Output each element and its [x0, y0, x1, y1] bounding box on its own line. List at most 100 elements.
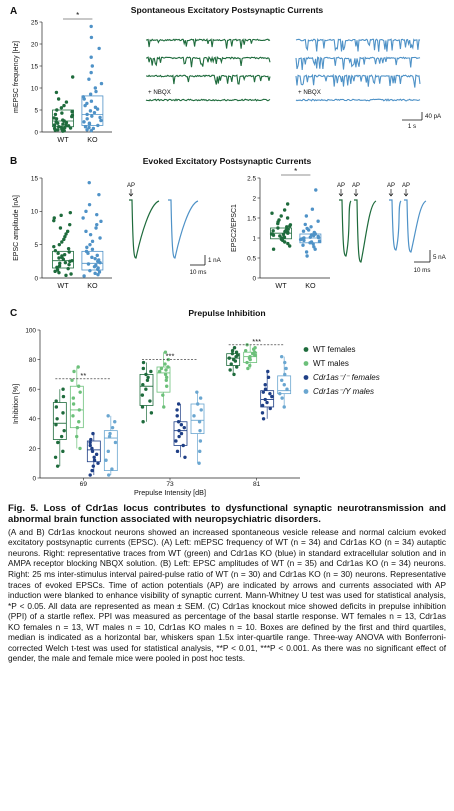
c-point — [230, 349, 235, 353]
c-point — [231, 357, 236, 362]
c-point — [183, 455, 187, 459]
b-ppr-plot-ytick-label: 0 — [252, 275, 256, 282]
b-ppr-plot-point — [310, 207, 315, 211]
c-point — [260, 403, 265, 408]
c-point — [248, 363, 252, 368]
c-point — [149, 369, 153, 374]
c-point — [145, 378, 150, 383]
c-point — [246, 366, 250, 371]
b-ppr-scale-label-time: 10 ms — [414, 267, 431, 274]
a-scale-label-current: 40 pA — [425, 113, 442, 120]
a-dotplot-ytick-label: 10 — [31, 85, 39, 92]
b-ap1-wt-arrow — [338, 189, 344, 197]
b-ppr-plot-point — [312, 245, 316, 249]
c-point — [181, 443, 185, 448]
a-dotplot-point — [89, 99, 94, 103]
c-point — [76, 365, 80, 369]
c-point — [176, 402, 181, 406]
b-amplitude-plot-point — [52, 216, 56, 220]
a-dotplot-point — [91, 126, 96, 131]
c-point — [283, 372, 287, 377]
b-scale-label-time: 10 ms — [190, 269, 207, 276]
c-point — [243, 349, 248, 353]
c-point — [61, 411, 65, 415]
b-ppr-plot-ylabel: EPSC2/EPSC1 — [231, 204, 238, 252]
a-dotplot-point — [59, 125, 63, 129]
c-point — [54, 399, 58, 403]
c-legend-label: Cdr1as⁻/⁻ females — [313, 373, 380, 382]
a-dotplot-ytick-label: 5 — [34, 107, 38, 114]
a-dotplot-xtick-label: WT — [57, 135, 69, 144]
b-amplitude-plot-point — [99, 219, 103, 224]
c-point — [141, 383, 145, 387]
c-point — [163, 362, 167, 366]
c-legend-marker — [303, 361, 309, 366]
c-point — [91, 464, 96, 468]
b-amplitude-plot-point — [63, 234, 67, 239]
c-point — [283, 360, 287, 365]
b-ppr-plot-point — [278, 234, 282, 238]
a-dotplot-point — [70, 75, 75, 79]
c-point — [54, 405, 59, 409]
c-point — [176, 420, 181, 424]
b-amplitude-plot-point — [96, 272, 100, 277]
c-point — [71, 402, 76, 406]
c-sig-label: ** — [80, 371, 86, 380]
c-point — [268, 406, 272, 411]
a-dotplot-point — [89, 128, 94, 133]
a-dotplot-point — [96, 123, 100, 128]
c-sig-label: *** — [166, 352, 175, 361]
a-dotplot-point — [52, 126, 57, 131]
c-point — [146, 375, 150, 380]
a-dotplot-ylabel: mEPSC frequency [Hz] — [13, 41, 20, 113]
c-point — [232, 372, 236, 377]
b-ppr-plot-ytick-label: 2 — [252, 195, 256, 202]
a-dotplot-point — [87, 77, 91, 81]
c-point — [198, 449, 202, 454]
c-point — [78, 446, 82, 451]
b-ppr-plot-point — [304, 214, 309, 218]
b-wt-ppr-epsc2 — [354, 199, 377, 263]
c-point — [157, 369, 162, 374]
a-dotplot-ytick-label: 15 — [31, 63, 39, 70]
b-amplitude-plot-ytick-label: 10 — [31, 209, 39, 216]
b-amplitude-plot-box-KO — [81, 250, 104, 271]
b-amplitude-plot-point — [55, 268, 60, 272]
b-amplitude-plot-point — [84, 209, 88, 214]
c-point — [161, 393, 165, 397]
a-ko-trace — [295, 56, 421, 70]
panel-letter-B: B — [10, 156, 17, 167]
c-ytick-label: 80 — [29, 357, 37, 364]
a-dotplot-point — [89, 55, 93, 59]
c-point — [61, 449, 65, 454]
a-dotplot-point — [87, 121, 92, 125]
b-amplitude-plot-point — [57, 270, 61, 275]
b-ppr-plot-point — [282, 208, 287, 212]
c-point — [252, 350, 257, 354]
b-ppr-plot-point — [312, 230, 317, 235]
b-ppr-plot-ytick-label: 0.5 — [247, 255, 256, 262]
c-point — [175, 449, 180, 454]
b-amplitude-plot-point — [88, 242, 92, 247]
a-dotplot-point — [99, 81, 104, 86]
b-scale-label-current: 1 nA — [208, 257, 222, 264]
c-point — [77, 408, 82, 412]
c-point — [92, 458, 97, 462]
c-point — [149, 411, 154, 415]
a-dotplot-point — [60, 111, 64, 115]
a-dotplot-point — [85, 117, 89, 121]
c-point — [89, 437, 93, 442]
c-point — [177, 434, 181, 439]
c-point — [199, 408, 203, 412]
c-point — [144, 387, 148, 391]
c-point — [56, 440, 60, 445]
b-ppr-plot-point — [288, 223, 293, 227]
a-dotplot-point — [56, 125, 61, 129]
a-wt-nbqx-label: + NBQX — [148, 89, 171, 96]
panel-letter-A: A — [10, 6, 17, 17]
b-amplitude-plot-point — [52, 244, 56, 249]
c-point — [278, 391, 282, 396]
b-ap2-wt-arrow — [353, 189, 359, 197]
c-point — [163, 372, 168, 377]
b-ppr-plot-point — [309, 233, 314, 237]
